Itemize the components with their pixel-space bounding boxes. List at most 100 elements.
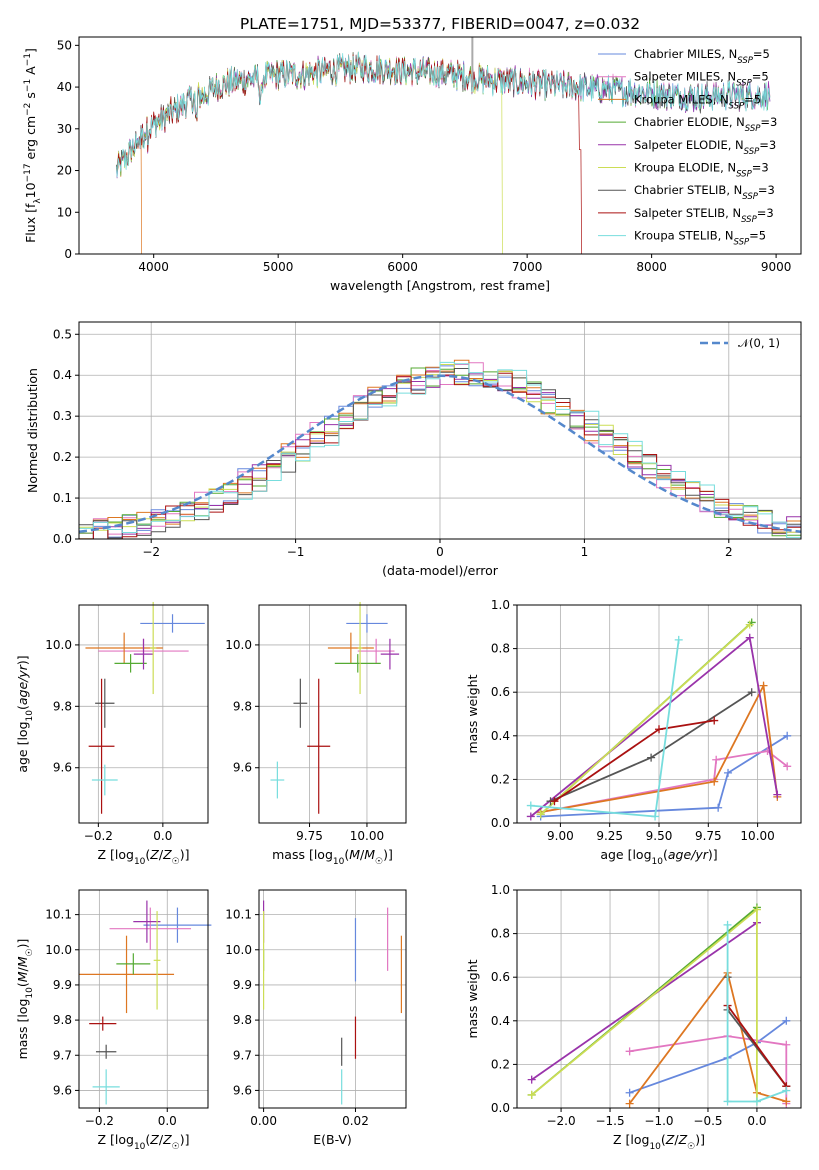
mass_vs_Z-points [79, 900, 212, 1105]
mass_vs_Z-xtick-label: 0.0 [158, 1114, 177, 1128]
mass_weight_vs_age-xtick-label: 9.50 [646, 829, 673, 843]
point-marker [712, 755, 721, 764]
point-marker [782, 1016, 791, 1025]
residual_histogram-ytick-label: 0.3 [53, 409, 72, 423]
age_vs_Z-frame [78, 604, 209, 824]
residual_histogram-ylabel: Normed distribution [25, 368, 40, 493]
age_vs_mass-point-salpeter-stelib [307, 678, 331, 814]
age_vs_Z-points [85, 601, 205, 814]
residual_histogram-ytick-label: 0.0 [53, 532, 72, 546]
age_vs_mass-ytick-label: 9.8 [233, 699, 252, 713]
age_vs_Z-ytick-label: 9.8 [53, 699, 72, 713]
point-marker [773, 790, 782, 799]
mass_weight_vs_age-series-kroupa-elodie [536, 620, 754, 819]
mass_weight_vs_Z-frame [516, 889, 802, 1109]
histogram-steps [79, 359, 801, 539]
age_vs_Z-xtick-label: −0.2 [84, 829, 113, 843]
mass_weight_vs_Z-xtick-label: −2.0 [546, 1114, 575, 1128]
mass_weight_vs_age-frame [516, 604, 802, 824]
age_vs_Z-point-salpeter-elodie [133, 638, 154, 670]
mass_weight_vs_age-ytick-label: 0.8 [491, 642, 510, 656]
spectrum-ytick-label: 30 [57, 122, 72, 136]
age_vs_Z-ylabel: age [log10(age/yr)] [15, 655, 35, 772]
mass_vs_Z-point-chabrier-elodie [116, 953, 151, 975]
point-marker [625, 1088, 634, 1097]
figure-title: PLATE=1751, MJD=53377, FIBERID=0047, z=0… [240, 15, 640, 33]
residual_histogram-ytick-label: 0.5 [53, 327, 72, 341]
series-line [540, 735, 788, 818]
mass_weight_vs_Z-ytick-label: 0.2 [491, 1057, 510, 1071]
mass_vs_EBV-ytick-label: 9.9 [233, 978, 252, 992]
point-marker [651, 812, 660, 821]
mass_weight_vs_age-series-salpeter-stelib [550, 716, 719, 806]
mass_weight_vs_Z-series-kroupa-miles [625, 968, 791, 1108]
mass_weight_vs_Z-xtick-label: 0.0 [747, 1114, 766, 1128]
age_vs_Z-point-chabrier-stelib [95, 678, 115, 728]
legend-entry: Chabrier STELIB, NSSP=3 [634, 183, 775, 202]
mass_vs_Z-point-chabrier-stelib [95, 1044, 117, 1059]
legend-entry: Salpeter STELIB, NSSP=3 [634, 206, 774, 225]
point-marker [782, 1086, 791, 1095]
legend-entry: Kroupa ELODIE, NSSP=3 [634, 161, 769, 180]
legend-entry: 𝒩(0, 1) [738, 336, 780, 350]
age_vs_mass-point-salpeter-elodie [380, 638, 400, 670]
mass_vs_Z-ytick-label: 10.1 [45, 908, 72, 922]
mass_vs_EBV-ytick-label: 9.7 [233, 1048, 252, 1062]
legend-entry: Kroupa MILES, NSSP=5 [634, 92, 761, 111]
age_vs_Z-ytick-label: 10.0 [45, 638, 72, 652]
point-marker [674, 635, 683, 644]
age_vs_Z-point-salpeter-stelib [88, 678, 115, 814]
spectrum-series-kroupa-stelib [115, 51, 771, 178]
age_vs_Z-point-kroupa-elodie [149, 601, 157, 695]
mass_vs_EBV-ytick-label: 10.1 [225, 908, 252, 922]
age_vs_Z-xtick-label: 0.0 [153, 829, 172, 843]
age_vs_mass-point-chabrier-elodie [334, 654, 381, 673]
mass_vs_EBV-ytick-label: 10.0 [225, 943, 252, 957]
age_vs_mass-ytick-label: 9.6 [233, 761, 252, 775]
residual_histogram-ytick-label: 0.2 [53, 450, 72, 464]
series-line [550, 691, 753, 803]
residual_histogram-xtick-label: 1 [581, 545, 589, 559]
mass_weight_vs_age-xtick-label: 9.00 [547, 829, 574, 843]
spectrum-xtick-label: 5000 [263, 260, 294, 274]
mass_weight_vs_age-xtick-label: 9.75 [695, 829, 722, 843]
mass_weight_vs_Z-xtick-label: −0.5 [693, 1114, 722, 1128]
point-marker [527, 1075, 536, 1084]
mass_weight_vs_Z-ytick-label: 0.4 [491, 1014, 510, 1028]
mass_vs_Z-point-kroupa-stelib [92, 1069, 120, 1105]
residual_histogram-frame [78, 321, 802, 540]
point-marker [710, 777, 719, 786]
age_vs_Z-axes: −0.2 0.0 9.6 9.8 10.0 [45, 605, 208, 843]
mass_vs_EBV-ytick-label: 9.6 [233, 1083, 252, 1097]
series-line [531, 907, 758, 1102]
mass_vs_EBV-xtick-label: 0.02 [342, 1114, 369, 1128]
mass_weight_vs_Z-xtick-label: −1.5 [595, 1114, 624, 1128]
age_vs_Z-point-chabrier-elodie [114, 654, 147, 673]
age_vs_mass-points [270, 601, 400, 814]
spectrum-xlabel: wavelength [Angstrom, rest frame] [330, 278, 550, 293]
mass_weight_vs_age-ytick-label: 0.6 [491, 685, 510, 699]
mass_vs_EBV-xlabel: E(B-V) [313, 1132, 352, 1147]
mass_weight_vs_age-ytick-label: 0.4 [491, 729, 510, 743]
point-marker [782, 1040, 791, 1049]
spectrum-ytick-label: 40 [57, 80, 72, 94]
mass_weight_vs_age-xlabel: age [log10(age/yr)] [600, 847, 717, 867]
histogram-series-kroupa-stelib [79, 361, 801, 538]
mass_vs_Z-ytick-label: 9.9 [53, 978, 72, 992]
mass_vs_Z-point-salpeter-elodie [133, 900, 161, 943]
mass_vs_EBV-frame [258, 889, 407, 1109]
mass_weight_vs_age-lines [526, 618, 792, 821]
point-marker [526, 812, 535, 821]
spectrum-xtick-label: 9000 [761, 260, 792, 274]
point-marker [782, 1097, 791, 1106]
mass_weight_vs_age-series-kroupa-stelib [526, 635, 683, 821]
series-line [540, 682, 779, 813]
point-marker [745, 633, 754, 642]
age_vs_mass-xtick-label: 9.75 [296, 829, 323, 843]
age_vs_mass-point-kroupa-miles [327, 632, 374, 664]
point-marker [527, 1090, 536, 1099]
legend-entry: Chabrier MILES, NSSP=5 [634, 47, 770, 66]
spectrum-xtick-label: 6000 [387, 260, 418, 274]
mass_weight_vs_age-xtick-label: 10.00 [740, 829, 774, 843]
